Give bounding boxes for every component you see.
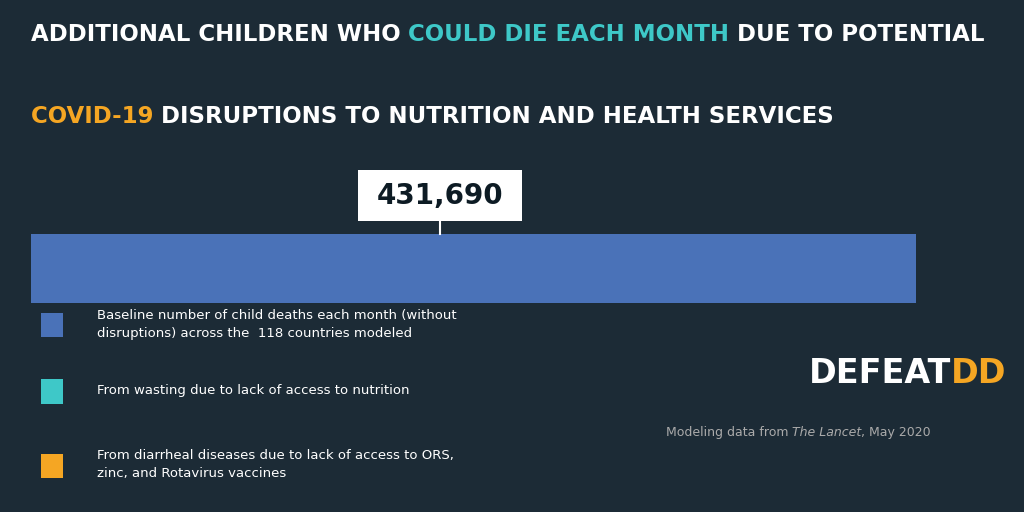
Text: 431,690: 431,690 bbox=[377, 182, 504, 210]
Text: DD: DD bbox=[951, 357, 1007, 390]
Text: Baseline number of child deaths each month (without
disruptions) across the  118: Baseline number of child deaths each mon… bbox=[97, 309, 457, 339]
Bar bbox=[41, 313, 63, 337]
Bar bbox=[41, 454, 63, 478]
Text: From wasting due to lack of access to nutrition: From wasting due to lack of access to nu… bbox=[97, 384, 410, 397]
Text: The Lancet: The Lancet bbox=[793, 426, 861, 439]
Bar bbox=[41, 379, 63, 404]
Text: From diarrheal diseases due to lack of access to ORS,
zinc, and Rotavirus vaccin: From diarrheal diseases due to lack of a… bbox=[97, 450, 455, 480]
Text: COULD DIE EACH MONTH: COULD DIE EACH MONTH bbox=[409, 23, 729, 46]
Text: COVID-19: COVID-19 bbox=[31, 105, 161, 128]
Text: DISRUPTIONS TO NUTRITION AND HEALTH SERVICES: DISRUPTIONS TO NUTRITION AND HEALTH SERV… bbox=[161, 105, 834, 128]
Bar bbox=[31, 234, 916, 303]
Text: Modeling data from: Modeling data from bbox=[666, 426, 793, 439]
Text: ADDITIONAL CHILDREN WHO: ADDITIONAL CHILDREN WHO bbox=[31, 23, 409, 46]
Text: DEFEAT: DEFEAT bbox=[809, 357, 951, 390]
Text: DUE TO POTENTIAL: DUE TO POTENTIAL bbox=[729, 23, 985, 46]
Text: , May 2020: , May 2020 bbox=[861, 426, 931, 439]
FancyBboxPatch shape bbox=[358, 170, 522, 221]
